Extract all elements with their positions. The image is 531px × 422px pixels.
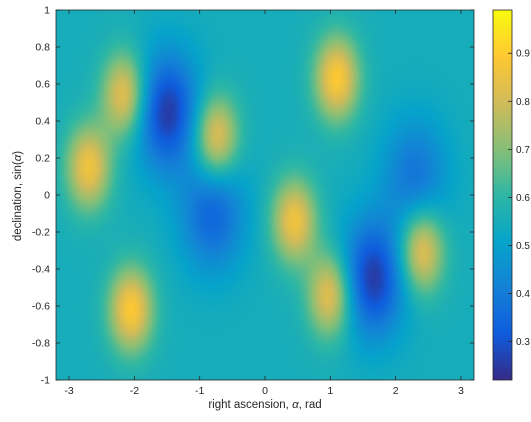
y-axis: 1 0.8 0.6 0.4 0.2 0 -0.2 -0.4 -0.6 -0.8 -1: [32, 5, 474, 387]
y-axis-label-suffix: ): [12, 151, 24, 155]
colorbar-tick-label: 0.8: [516, 97, 530, 108]
y-tick-label: 0.6: [35, 79, 50, 91]
x-tick-label: 2: [393, 385, 399, 397]
colorbar: 0.9 0.8 0.7 0.6 0.5 0.4 0.3: [492, 9, 530, 381]
x-tick-label: 1: [327, 385, 333, 397]
y-tick-label: 0.2: [35, 153, 50, 165]
colorbar-tick-label: 0.7: [516, 145, 530, 156]
x-axis-label-prefix: right ascension,: [208, 399, 292, 411]
y-tick-label: -0.2: [32, 227, 50, 239]
colorbar-ramp: [492, 9, 513, 381]
y-tick-label: 0.4: [35, 116, 50, 128]
colorbar-tick-label: 0.4: [516, 289, 530, 300]
x-tick-label: -1: [195, 385, 204, 397]
y-tick-label: -0.4: [32, 264, 50, 276]
heatmap-image: [56, 10, 474, 380]
y-axis-label-prefix: declination, sin(: [12, 161, 24, 241]
x-tick-label: 3: [458, 385, 464, 397]
y-axis-label-symbol: α: [12, 154, 24, 161]
y-tick-label: 1: [44, 5, 50, 17]
x-axis-label-symbol: α: [292, 399, 299, 411]
y-tick-label: 0: [44, 190, 50, 202]
colorbar-tick-label: 0.5: [516, 241, 530, 252]
x-axis: -3 -2 -1 0 1 2 3: [64, 10, 464, 397]
x-tick-label: 0: [262, 385, 268, 397]
x-tick-label: -3: [64, 385, 73, 397]
colorbar-ticks: 0.9 0.8 0.7 0.6 0.5 0.4 0.3: [508, 49, 530, 348]
y-tick-label: -0.6: [32, 301, 50, 313]
y-tick-label: -1: [41, 375, 50, 387]
x-tick-label: -2: [130, 385, 139, 397]
plot-area: [55, 9, 475, 381]
y-axis-label: declination, sin(α): [12, 151, 24, 241]
colorbar-tick-label: 0.6: [516, 193, 530, 204]
y-tick-label: 0.8: [35, 42, 50, 54]
y-tick-label: -0.8: [32, 338, 50, 350]
colorbar-tick-label: 0.3: [516, 337, 530, 348]
x-axis-label-suffix: , rad: [299, 399, 322, 411]
x-axis-label: right ascension, α, rad: [208, 399, 321, 411]
colorbar-tick-label: 0.9: [516, 49, 530, 60]
